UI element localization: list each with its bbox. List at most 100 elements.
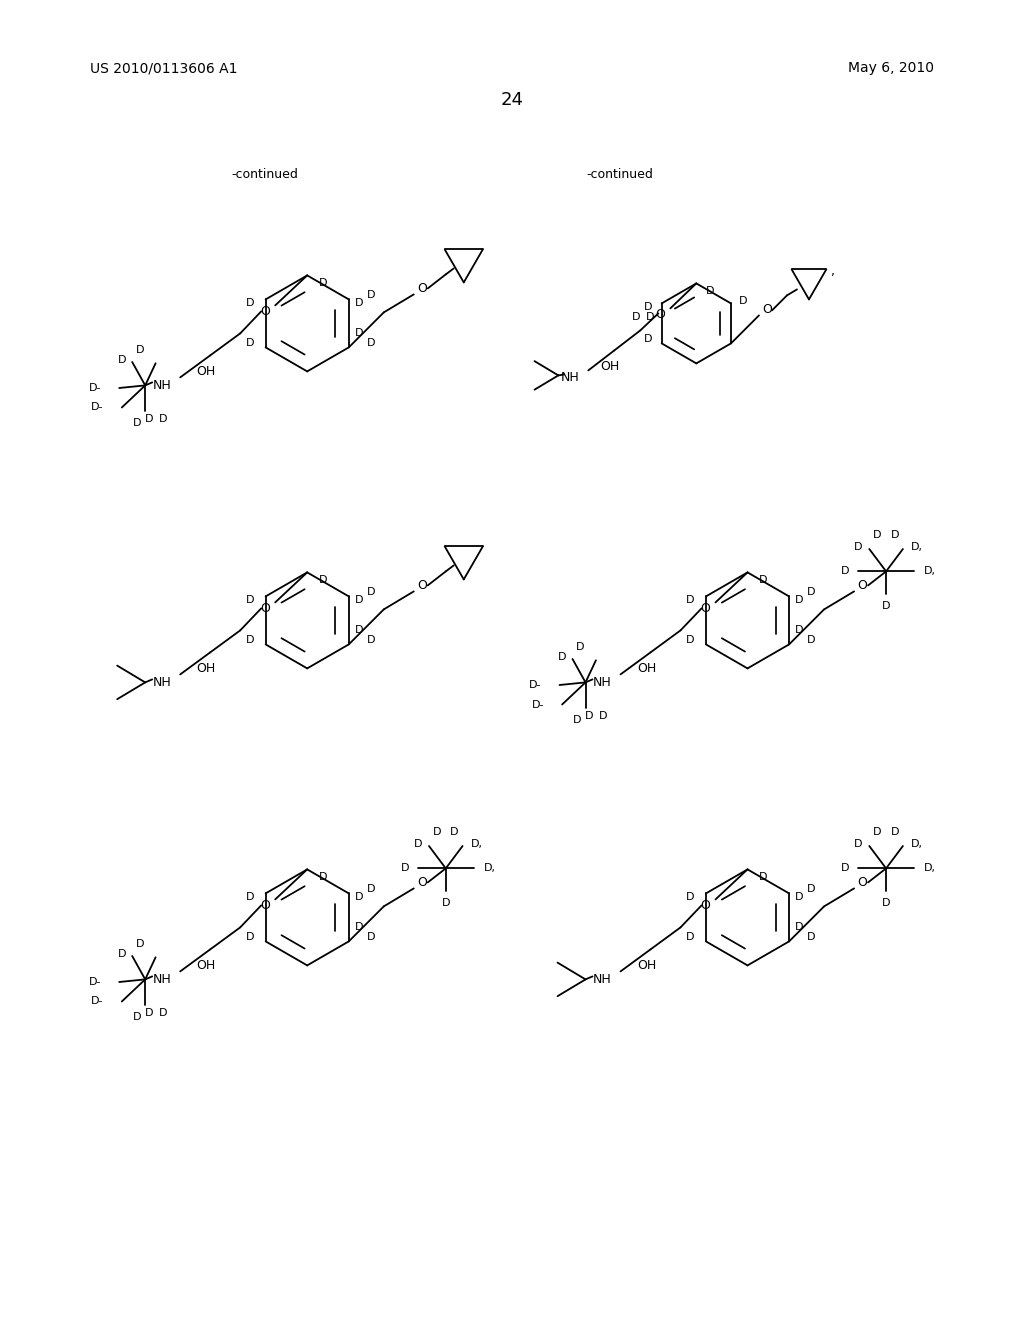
Text: D: D bbox=[686, 932, 694, 942]
Text: D: D bbox=[318, 279, 328, 288]
Text: D: D bbox=[643, 334, 652, 345]
Text: D: D bbox=[854, 543, 862, 552]
Text: D: D bbox=[807, 635, 815, 645]
Text: May 6, 2010: May 6, 2010 bbox=[848, 61, 934, 75]
Text: D: D bbox=[246, 595, 254, 606]
Text: O: O bbox=[700, 899, 711, 912]
Text: D: D bbox=[759, 873, 768, 882]
Text: D: D bbox=[246, 892, 254, 903]
Text: D: D bbox=[795, 595, 804, 606]
Text: D,: D, bbox=[924, 863, 936, 874]
Text: D: D bbox=[573, 715, 582, 726]
Text: D: D bbox=[246, 298, 254, 309]
Text: NH: NH bbox=[593, 973, 612, 986]
Text: NH: NH bbox=[153, 379, 172, 392]
Text: NH: NH bbox=[153, 973, 172, 986]
Text: D: D bbox=[841, 566, 849, 577]
Text: NH: NH bbox=[593, 676, 612, 689]
Text: O: O bbox=[417, 579, 427, 591]
Text: D: D bbox=[318, 873, 328, 882]
Text: -continued: -continued bbox=[587, 169, 653, 181]
Text: D: D bbox=[367, 338, 375, 348]
Text: D: D bbox=[136, 939, 144, 949]
Text: D,: D, bbox=[471, 840, 482, 849]
Text: D-: D- bbox=[89, 383, 101, 393]
Text: O: O bbox=[417, 876, 427, 888]
Text: D: D bbox=[354, 626, 364, 635]
Text: D: D bbox=[159, 414, 168, 425]
Text: D: D bbox=[807, 884, 815, 895]
Text: D: D bbox=[577, 642, 585, 652]
Text: -continued: -continued bbox=[231, 169, 298, 181]
Text: D: D bbox=[246, 338, 254, 348]
Text: D: D bbox=[318, 576, 328, 585]
Text: NH: NH bbox=[561, 371, 580, 384]
Text: D: D bbox=[367, 884, 375, 895]
Text: D: D bbox=[367, 587, 375, 598]
Text: D: D bbox=[841, 863, 849, 874]
Text: D: D bbox=[118, 949, 126, 960]
Text: D-: D- bbox=[91, 403, 103, 412]
Text: D: D bbox=[686, 635, 694, 645]
Text: D: D bbox=[354, 298, 364, 309]
Text: D: D bbox=[367, 932, 375, 942]
Text: D: D bbox=[558, 652, 566, 663]
Text: D: D bbox=[795, 892, 804, 903]
Text: D: D bbox=[246, 635, 254, 645]
Text: D: D bbox=[433, 828, 441, 837]
Text: D: D bbox=[854, 840, 862, 849]
Text: O: O bbox=[857, 876, 867, 888]
Text: O: O bbox=[700, 602, 711, 615]
Text: D: D bbox=[599, 711, 608, 722]
Text: D: D bbox=[807, 587, 815, 598]
Text: D: D bbox=[759, 576, 768, 585]
Text: D: D bbox=[738, 297, 748, 306]
Text: D: D bbox=[795, 626, 804, 635]
Text: D: D bbox=[118, 355, 126, 366]
Text: D: D bbox=[643, 302, 652, 313]
Text: D: D bbox=[441, 898, 450, 908]
Text: NH: NH bbox=[153, 676, 172, 689]
Text: D: D bbox=[354, 329, 364, 338]
Text: D: D bbox=[414, 840, 422, 849]
Text: O: O bbox=[762, 302, 772, 315]
Text: D: D bbox=[367, 635, 375, 645]
Text: D: D bbox=[891, 531, 899, 540]
Text: D: D bbox=[586, 711, 594, 722]
Text: D: D bbox=[354, 892, 364, 903]
Text: OH: OH bbox=[197, 958, 216, 972]
Text: D: D bbox=[686, 892, 694, 903]
Text: D: D bbox=[136, 345, 144, 355]
Text: O: O bbox=[857, 579, 867, 591]
Text: OH: OH bbox=[637, 661, 656, 675]
Text: O: O bbox=[417, 282, 427, 294]
Text: OH: OH bbox=[637, 958, 656, 972]
Text: D: D bbox=[807, 932, 815, 942]
Text: O: O bbox=[260, 899, 270, 912]
Text: D: D bbox=[145, 1008, 154, 1019]
Text: D: D bbox=[882, 898, 890, 908]
Text: OH: OH bbox=[601, 360, 620, 372]
Text: D: D bbox=[367, 290, 375, 301]
Text: D: D bbox=[145, 414, 154, 425]
Text: D: D bbox=[246, 932, 254, 942]
Text: D,: D, bbox=[911, 840, 923, 849]
Text: D: D bbox=[354, 923, 364, 932]
Text: D-: D- bbox=[89, 977, 101, 987]
Text: O: O bbox=[655, 308, 666, 321]
Text: D-: D- bbox=[531, 700, 544, 710]
Text: D: D bbox=[133, 418, 141, 429]
Text: OH: OH bbox=[197, 661, 216, 675]
Text: D: D bbox=[354, 595, 364, 606]
Text: D,: D, bbox=[483, 863, 496, 874]
Text: O: O bbox=[260, 305, 270, 318]
Text: OH: OH bbox=[197, 364, 216, 378]
Text: D-: D- bbox=[91, 997, 103, 1006]
Text: D,: D, bbox=[911, 543, 923, 552]
Text: D: D bbox=[159, 1008, 168, 1019]
Text: D: D bbox=[451, 828, 459, 837]
Text: US 2010/0113606 A1: US 2010/0113606 A1 bbox=[90, 61, 238, 75]
Text: ,: , bbox=[830, 265, 835, 279]
Text: D: D bbox=[882, 601, 890, 611]
Text: D-: D- bbox=[529, 680, 542, 690]
